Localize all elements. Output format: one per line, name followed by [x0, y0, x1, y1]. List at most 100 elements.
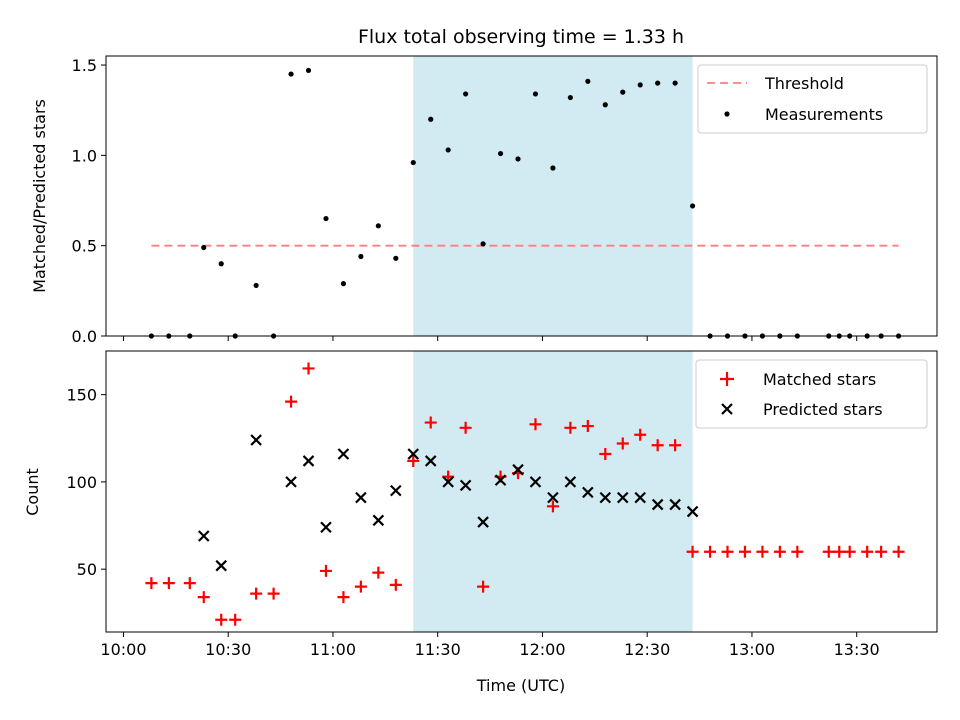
predicted-point	[320, 521, 332, 534]
measurement-point	[497, 150, 504, 157]
measurement-point	[550, 165, 556, 171]
measurement-point	[620, 89, 626, 95]
measurement-point	[201, 244, 207, 251]
measurement-points	[148, 67, 902, 339]
top-x-ticks	[122, 336, 858, 341]
bottom-legend: Matched stars Predicted stars	[695, 359, 928, 429]
legend-matched-label: Matched stars	[763, 370, 876, 389]
legend-matched-swatch	[720, 372, 734, 386]
matched-point	[407, 454, 420, 467]
matched-point	[861, 545, 874, 558]
matched-point	[686, 545, 699, 558]
bottom-y-tick-label: 50	[77, 560, 97, 579]
x-tick-label: 13:30	[834, 640, 880, 659]
predicted-point	[477, 516, 489, 528]
bottom-highlight-span	[413, 351, 693, 632]
measurement-point	[410, 159, 416, 166]
top-y-ticks: 0.0 0.5 1.0 1.5	[72, 56, 106, 346]
predicted-point	[459, 479, 472, 492]
top-y-tick-label: 0.0	[72, 327, 97, 346]
legend-threshold-label: Threshold	[764, 74, 844, 93]
predicted-point	[302, 455, 315, 467]
matched-point	[285, 395, 298, 408]
predicted-point	[669, 498, 681, 511]
predicted-point	[424, 455, 437, 467]
matched-point	[833, 545, 846, 558]
matched-point	[843, 545, 856, 558]
bottom-plot-frame	[105, 350, 938, 633]
predicted-point	[372, 514, 385, 527]
measurement-point	[532, 91, 539, 97]
top-highlight-span	[413, 56, 693, 336]
measurement-point	[358, 253, 364, 260]
matched-point	[337, 591, 350, 604]
matched-point	[892, 545, 905, 558]
top-legend-box	[697, 64, 928, 134]
measurement-point	[655, 80, 661, 86]
matched-point	[599, 447, 612, 460]
predicted-point	[250, 434, 262, 446]
bottom-x-ticks: 10:00 10:30 11:00 11:30 12:00 12:30 13:00 13:30	[100, 632, 880, 659]
measurement-point	[253, 282, 259, 289]
x-axis-label: Time (UTC)	[476, 676, 565, 695]
predicted-point	[197, 530, 210, 542]
matched-point	[581, 420, 594, 433]
predicted-point	[616, 491, 629, 504]
matched-point	[372, 566, 385, 579]
matched-point	[424, 416, 437, 429]
measurement-point	[463, 91, 469, 97]
predicted-point	[285, 476, 297, 488]
matched-point	[738, 545, 751, 558]
measurement-point	[288, 71, 294, 77]
predicted-point	[547, 491, 559, 504]
x-tick-label: 10:30	[205, 640, 251, 659]
legend-predicted-swatch	[721, 403, 733, 415]
predicted-points	[197, 434, 699, 572]
predicted-point	[494, 474, 507, 486]
matched-point	[229, 613, 242, 626]
matched-point	[267, 587, 280, 600]
measurement-point	[445, 147, 451, 153]
predicted-point	[634, 491, 646, 504]
measurement-point	[567, 94, 573, 101]
measurement-point	[672, 80, 678, 86]
matched-point	[250, 587, 263, 600]
top-y-tick-label: 1.5	[72, 56, 97, 75]
measurement-point	[305, 67, 312, 74]
matched-point	[183, 577, 196, 590]
matched-point	[477, 580, 490, 593]
bottom-y-axis-label: Count	[23, 468, 42, 516]
matched-point	[564, 421, 577, 434]
predicted-point	[215, 559, 228, 572]
x-tick-label: 10:00	[100, 640, 146, 659]
matched-point	[704, 545, 717, 558]
top-y-axis-label: Matched/Predicted stars	[30, 99, 49, 293]
matched-point	[616, 437, 629, 450]
predicted-point	[529, 476, 542, 488]
matched-point	[389, 578, 402, 591]
legend-predicted-label: Predicted stars	[763, 400, 883, 419]
bottom-y-tick-label: 150	[66, 386, 97, 405]
top-y-tick-label: 0.5	[72, 237, 97, 256]
matched-point	[354, 580, 367, 593]
matched-point	[875, 545, 888, 558]
x-tick-label: 11:00	[310, 640, 356, 659]
matched-point	[721, 545, 734, 558]
x-tick-label: 12:00	[519, 640, 565, 659]
measurement-point	[323, 215, 329, 222]
matched-point	[319, 564, 332, 577]
matched-point	[529, 418, 542, 431]
matched-point	[791, 545, 804, 558]
matched-points	[145, 362, 905, 626]
chart-title: Flux total observing time = 1.33 h	[358, 26, 684, 48]
predicted-point	[564, 476, 577, 488]
predicted-point	[686, 505, 699, 518]
predicted-point	[512, 463, 524, 476]
matched-point	[215, 613, 228, 626]
bottom-y-ticks: 50 100 150	[66, 386, 106, 579]
matched-point	[302, 362, 315, 375]
measurement-point	[602, 102, 608, 108]
measurement-point	[637, 82, 643, 88]
measurement-point	[585, 78, 591, 84]
